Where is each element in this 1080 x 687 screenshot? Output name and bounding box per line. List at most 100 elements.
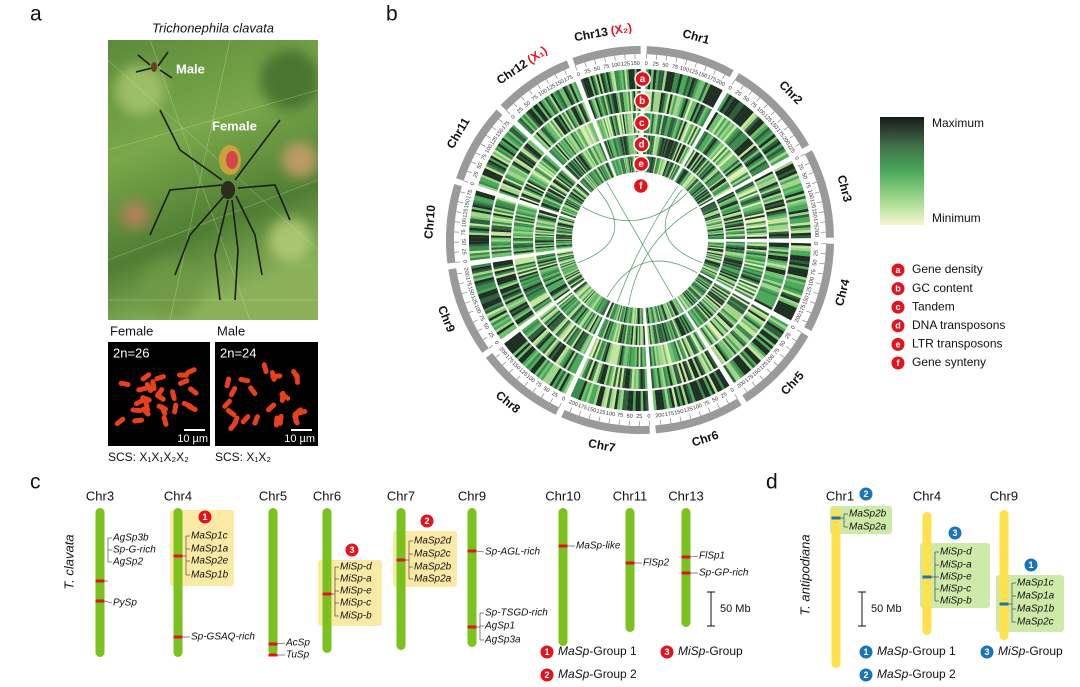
heatmap-cell	[541, 126, 557, 143]
heatmap-cell	[573, 355, 584, 375]
heatmap-cell	[514, 310, 533, 323]
heatmap-cell	[777, 170, 798, 181]
tick-mark	[794, 143, 800, 147]
heatmap-cell	[601, 164, 611, 180]
gene-label: MiSp-b	[940, 596, 972, 607]
heatmap-cell	[562, 206, 578, 214]
group-label: MiSp-Group	[998, 644, 1063, 658]
legend-key: d	[895, 321, 901, 331]
heatmap-cell	[662, 322, 670, 342]
heatmap-cell	[725, 244, 745, 248]
heatmap-cell	[654, 306, 660, 322]
heatmap-cell	[648, 156, 653, 173]
synteny-link	[582, 193, 687, 222]
heatmap-cell	[494, 206, 515, 214]
heatmap-cell	[529, 355, 545, 373]
heatmap-cell	[540, 99, 554, 118]
heatmap-cell	[696, 277, 711, 288]
heatmap-cell	[659, 70, 665, 91]
heatmap-cell	[653, 157, 659, 174]
heatmap-cell	[767, 217, 788, 223]
heatmap-cell	[683, 313, 695, 331]
heatmap-cell	[765, 268, 786, 276]
heatmap-cell	[532, 296, 551, 310]
heatmap-cell	[557, 223, 574, 228]
heatmap-cell	[674, 363, 682, 384]
heatmap-cell	[676, 169, 687, 184]
heatmap-cell	[568, 275, 583, 285]
heatmap-cell	[567, 327, 581, 346]
heatmap-cell	[702, 136, 716, 155]
heatmap-cell	[696, 193, 712, 204]
tick-mark	[574, 65, 578, 71]
heatmap-cell	[514, 216, 535, 223]
heatmap-cell	[615, 305, 622, 321]
heatmap-cell	[595, 340, 605, 360]
scale-label: 50 Mb	[720, 603, 751, 615]
heatmap-cell	[617, 367, 623, 388]
heatmap-cell	[584, 125, 595, 144]
heatmap-cell	[768, 248, 789, 253]
track-badge	[633, 114, 651, 132]
heatmap-cell	[656, 136, 662, 156]
tick-mark	[675, 57, 678, 63]
heatmap-cell	[669, 300, 679, 316]
tick-label: 175	[798, 304, 807, 315]
heatmap-cell	[532, 134, 549, 151]
heatmap-cell	[513, 159, 532, 172]
heatmap-cell	[587, 314, 598, 332]
heatmap-cell	[723, 257, 743, 264]
chromosome-bar	[831, 508, 841, 668]
gene-label: MaSp1a	[191, 544, 229, 555]
group-badge	[1024, 558, 1038, 572]
tick-label: 150	[802, 295, 811, 306]
heatmap-cell	[695, 278, 710, 289]
heatmap-cell	[757, 332, 776, 348]
heatmap-cell	[667, 320, 676, 340]
heatmap-cell	[513, 246, 534, 251]
heatmap-cell	[670, 141, 679, 161]
heatmap-cell	[546, 279, 565, 291]
heatmap-cell	[654, 390, 660, 411]
heatmap-cell	[743, 263, 764, 271]
legend-badge	[891, 356, 905, 370]
heatmap-cell	[730, 102, 745, 121]
heatmap-cell	[574, 105, 585, 125]
heatmap-cell	[676, 317, 687, 335]
heatmap-cell	[684, 76, 694, 97]
heatmap-cell	[713, 316, 729, 333]
heatmap-cell	[739, 192, 759, 202]
heatmap-cell	[588, 99, 597, 120]
heatmap-cell	[564, 270, 580, 279]
tick-mark	[555, 74, 558, 79]
heatmap-cell	[707, 236, 724, 239]
heatmap-cell	[570, 107, 582, 126]
tick-label: 100	[484, 144, 494, 155]
heatmap-cell	[678, 362, 687, 383]
heatmap-cell	[469, 256, 491, 261]
heatmap-cell	[699, 134, 713, 153]
heatmap-cell	[656, 324, 662, 344]
heatmap-cell	[666, 117, 674, 137]
heatmap-cell	[768, 317, 788, 330]
heatmap-cell	[681, 361, 691, 381]
heatmap-cell	[618, 158, 624, 175]
heatmap-cell	[747, 120, 765, 137]
tick-label: 175	[706, 75, 717, 84]
heatmap-cell	[693, 356, 704, 376]
gene-label: Sp-AGL-rich	[485, 547, 540, 558]
tick-label: 25	[550, 391, 558, 399]
heatmap-cell	[750, 162, 769, 175]
gene-label: MaSp2b	[414, 562, 452, 573]
heatmap-cell	[764, 143, 783, 158]
chromosome-spot	[130, 407, 143, 414]
heatmap-cell	[570, 191, 585, 202]
heatmap-cell	[515, 262, 536, 270]
chromosome-spot	[172, 402, 179, 415]
heatmap-cell	[725, 235, 745, 238]
heatmap-cell	[599, 341, 608, 362]
heatmap-cell	[682, 174, 694, 188]
heatmap-cell	[598, 119, 607, 139]
heatmap-cell	[705, 219, 722, 225]
heatmap-cell	[582, 177, 595, 191]
